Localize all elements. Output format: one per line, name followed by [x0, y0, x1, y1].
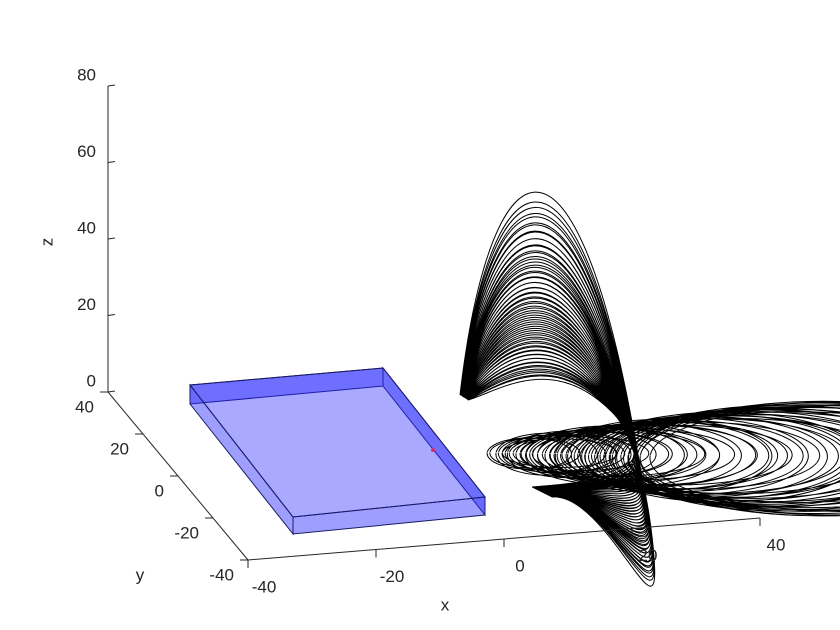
y-tick-label: 20 [110, 439, 129, 458]
x-tick-label: 0 [515, 556, 524, 575]
z-tick [107, 390, 116, 393]
z-tick [107, 314, 116, 316]
z-tick [107, 84, 116, 87]
trajectory [459, 191, 840, 587]
z-tick-label: 60 [77, 142, 96, 161]
y-tick-label: -40 [209, 565, 234, 584]
z-tick-label: 40 [77, 218, 96, 237]
x-tick-label: 40 [767, 535, 786, 554]
x-axis-label: x [441, 595, 450, 614]
z-tick-label: 0 [87, 371, 96, 390]
attractor-trajectory [459, 191, 840, 587]
x-tick-label: -40 [252, 577, 277, 596]
z-tick-label: 80 [77, 65, 96, 84]
z-axis-label: z [37, 238, 56, 247]
y-axis-label: y [136, 565, 145, 584]
z-tick-label: 20 [77, 295, 96, 314]
y-tick-label: 0 [155, 481, 164, 500]
x-tick-label: -20 [380, 567, 405, 586]
z-tick [107, 161, 116, 163]
highlight-box [189, 366, 486, 536]
z-tick [107, 237, 116, 240]
y-tick-label: -20 [174, 523, 199, 542]
y-tick-label: 40 [75, 397, 94, 416]
x-tick-label: 20 [639, 546, 658, 565]
